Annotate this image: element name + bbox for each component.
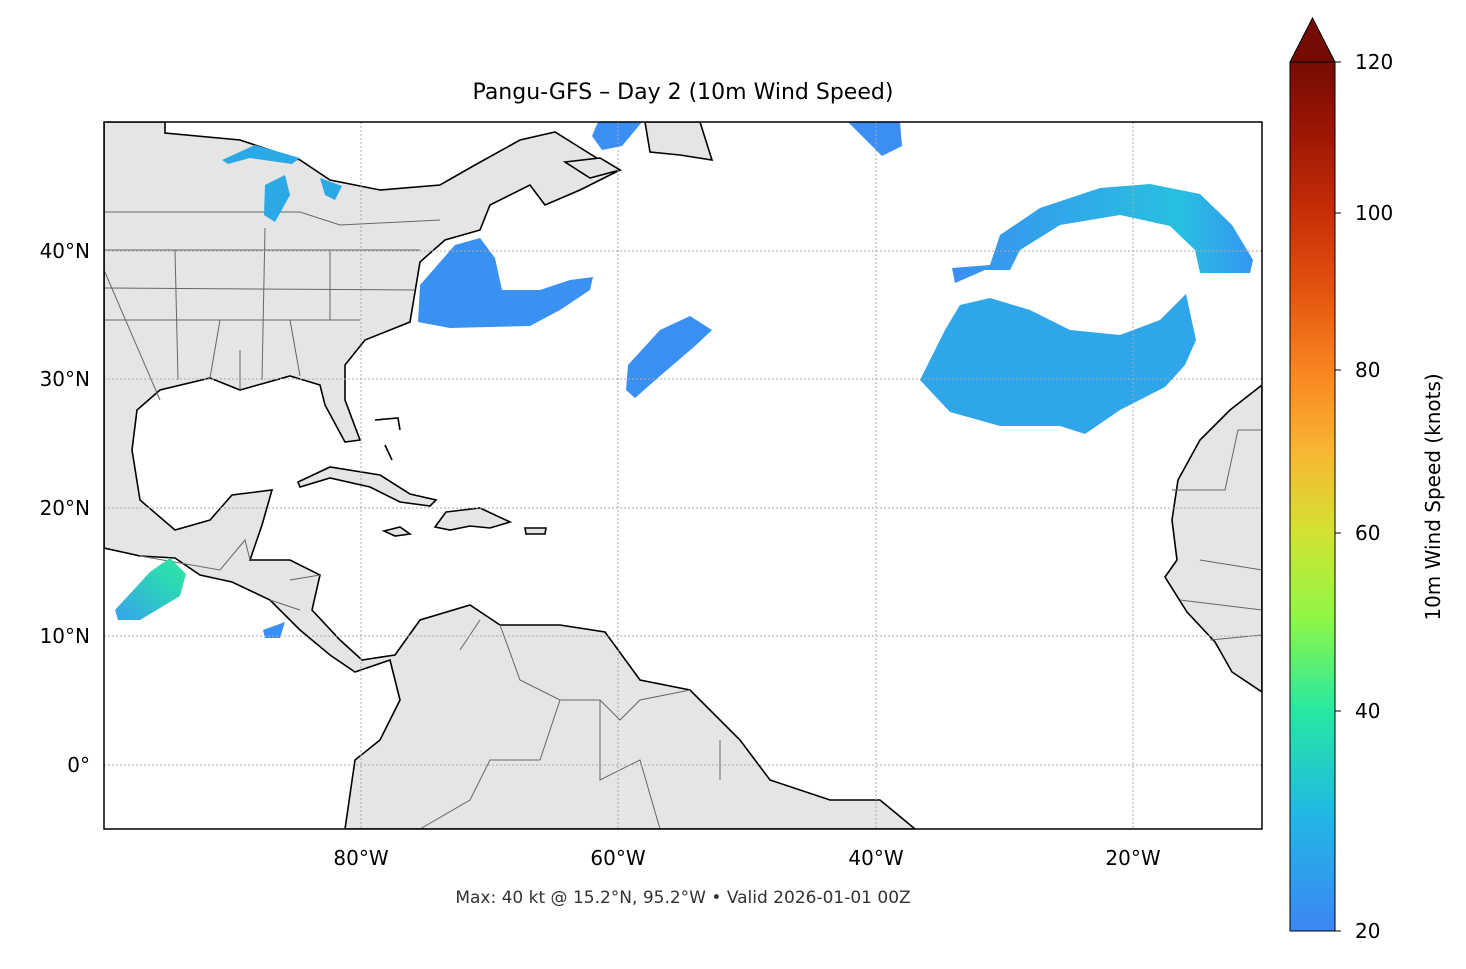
wind-patch-great-lakes — [222, 145, 342, 222]
lat-tick-label: 20°N — [40, 496, 90, 520]
lat-tick-label: 10°N — [40, 624, 90, 648]
wind-patch-central-atlantic — [626, 316, 712, 398]
land-africa — [1164, 383, 1262, 693]
map-title: Pangu-GFS – Day 2 (10m Wind Speed) — [473, 80, 894, 105]
island-hispaniola — [433, 507, 513, 531]
land-newfoundland — [562, 157, 623, 179]
lat-tick-label: 40°N — [40, 239, 90, 263]
colorbar: 20 40 60 80 100 120 10m Wind Speed (knots) — [1289, 16, 1445, 943]
map-frame — [103, 121, 1263, 830]
wind-patch-us-east-coast — [418, 238, 593, 328]
wind-speed-field — [115, 122, 1253, 638]
lon-tick-label: 20°W — [1105, 846, 1160, 870]
colorbar-tick-label: 100 — [1355, 201, 1393, 225]
colorbar-gradient — [1289, 61, 1336, 932]
lat-tick-label: 0° — [67, 753, 90, 777]
lon-tick-label: 80°W — [333, 846, 388, 870]
footer-max-info: Max: 40 kt @ 15.2°N, 95.2°W • Valid 2026… — [455, 888, 910, 908]
island-bahamas — [374, 417, 401, 461]
colorbar-extend-max-arrow — [1289, 16, 1336, 63]
wind-patch-arc — [952, 184, 1253, 283]
lon-tick-label: 60°W — [590, 846, 645, 870]
lon-tick-label: 40°W — [848, 846, 903, 870]
wind-patch-labrador — [592, 122, 642, 150]
island-jamaica — [381, 526, 413, 537]
island-cuba — [296, 466, 438, 507]
wind-patch-small — [263, 622, 285, 638]
colorbar-tick-label: 60 — [1355, 521, 1380, 545]
colorbar-tick-label: 20 — [1355, 919, 1380, 943]
country-borders — [104, 211, 1262, 829]
lat-tick-labels: 0° 10°N 20°N 30°N 40°N — [40, 239, 90, 777]
colorbar-tick-label: 80 — [1355, 358, 1380, 382]
land-greenland-edge — [644, 122, 714, 161]
gridlines — [104, 122, 1262, 829]
wind-patch-east-atlantic — [920, 294, 1196, 434]
island-puerto-rico — [524, 527, 547, 535]
colorbar-label: 10m Wind Speed (knots) — [1421, 373, 1445, 620]
wind-patch-north — [848, 122, 902, 156]
map-area — [104, 122, 1262, 829]
colorbar-tick-label: 120 — [1355, 50, 1393, 74]
lon-tick-labels: 80°W 60°W 40°W 20°W — [333, 846, 1160, 870]
land-americas — [104, 122, 917, 829]
colorbar-tick-label: 40 — [1355, 699, 1380, 723]
wind-patch-pacific-max — [115, 558, 186, 620]
lat-tick-label: 30°N — [40, 367, 90, 391]
